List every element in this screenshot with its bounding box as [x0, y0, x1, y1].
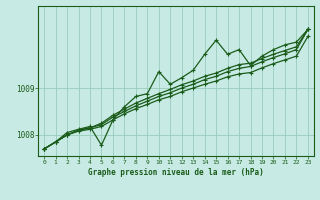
X-axis label: Graphe pression niveau de la mer (hPa): Graphe pression niveau de la mer (hPa)	[88, 168, 264, 177]
